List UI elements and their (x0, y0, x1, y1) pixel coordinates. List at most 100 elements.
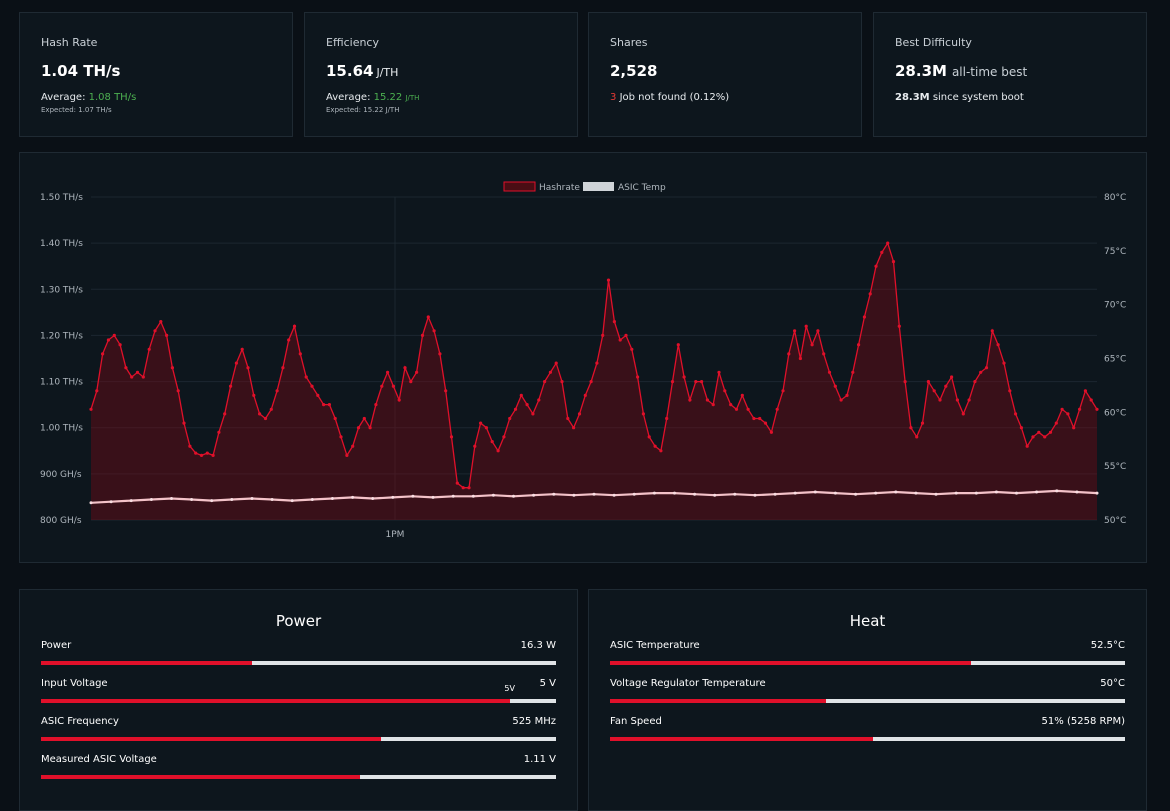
heat-metric-label: Voltage Regulator Temperature (610, 678, 766, 689)
hashrate-point (909, 426, 913, 430)
hashrate-point (729, 403, 733, 407)
power-metric-bar-track (41, 775, 556, 779)
heat-metric-row: ASIC Temperature 52.5°C (610, 640, 1125, 670)
hashrate-point (467, 486, 471, 490)
hashrate-point (1083, 389, 1087, 393)
temp-point (934, 492, 938, 496)
hashrate-point (543, 380, 547, 384)
temp-point (753, 493, 757, 497)
efficiency-expected: Expected: 15.22 J/TH (326, 106, 400, 114)
hashrate-point (322, 403, 326, 407)
hashrate-point (676, 343, 680, 347)
hashrate-point (548, 370, 553, 374)
hashrate-point (752, 416, 756, 421)
rejected-reason: Job not found (619, 92, 687, 103)
hashrate-point (432, 329, 436, 333)
temp-point (129, 499, 133, 503)
power-metric-bar-fill (41, 775, 361, 779)
power-panel: Power Power 16.3 W Input Voltage 5 V 5V ASIC … (19, 589, 578, 811)
hashrate-point (275, 389, 279, 393)
power-metric-label: Input Voltage (41, 678, 108, 689)
power-metric-bar-track (41, 699, 556, 703)
hashrate-point (694, 380, 698, 384)
temp-point (170, 497, 173, 500)
temp-point (632, 492, 636, 496)
temp-point (1035, 490, 1039, 494)
hashrate-card: Hash Rate 1.04 TH/s Average: 1.08 TH/s E… (19, 12, 293, 137)
shares-title: Shares (610, 36, 648, 49)
efficiency-card: Efficiency 15.64 J/TH Average: 15.22 J/TH… (304, 12, 578, 137)
temp-point (894, 490, 898, 494)
best-difficulty-title: Best Difficulty (895, 36, 972, 49)
hashrate-point (961, 412, 965, 416)
heat-metric-value: 51% (5258 RPM) (1041, 716, 1125, 727)
hashrate-point (199, 453, 204, 457)
hashrate-point (519, 393, 523, 397)
hashrate-point (351, 444, 355, 448)
hashrate-point (287, 338, 291, 342)
power-metric-bar-fill (41, 661, 253, 665)
hashrate-point (955, 398, 960, 402)
hashrate-point (938, 398, 942, 402)
hashrate-point (595, 361, 599, 365)
power-metric-bar-track (41, 661, 556, 665)
temp-point (954, 491, 958, 495)
hashrate-point (810, 343, 814, 347)
temp-point (491, 493, 495, 497)
temp-point (89, 501, 93, 505)
temp-point (572, 493, 576, 497)
heat-metric-bar-fill (610, 699, 827, 703)
hashrate-point (106, 338, 110, 342)
heat-metric-value: 50°C (1100, 678, 1125, 689)
best-difficulty-number: 28.3M (895, 62, 947, 80)
heat-title: Heat (849, 612, 886, 630)
efficiency-average-unit: J/TH (405, 94, 420, 102)
temp-point (1075, 490, 1079, 494)
power-metric-value: 1.11 V (523, 754, 556, 765)
hashrate-point (1031, 435, 1035, 439)
hashrate-point (205, 451, 209, 455)
hashrate-point (589, 380, 593, 384)
hashrate-point (1072, 426, 1076, 430)
hashrate-point (944, 384, 948, 388)
temp-point (351, 495, 355, 499)
hashrate-point (310, 384, 314, 388)
hashrate-point (1095, 407, 1099, 411)
temp-point (512, 494, 515, 498)
hashrate-point (391, 384, 395, 388)
hashrate-point (950, 375, 954, 379)
hashrate-point (926, 380, 931, 384)
hashrate-point (124, 366, 128, 370)
hashrate-point (165, 333, 169, 337)
hashrate-point (560, 380, 564, 384)
hashrate-point (700, 380, 704, 384)
power-metric-label: Measured ASIC Voltage (41, 754, 157, 765)
hashrate-point (473, 444, 477, 448)
hashrate-point (415, 370, 419, 374)
y-right-tick-label: 80°C (1104, 193, 1126, 203)
temp-point (773, 492, 777, 496)
hashrate-point (339, 435, 343, 439)
heat-metric-bar-fill (610, 737, 873, 741)
hashrate-point (153, 329, 157, 333)
hashrate-point (345, 453, 349, 457)
hashrate-point (95, 389, 99, 393)
hashrate-point (839, 398, 843, 402)
hashrate-point (240, 347, 244, 351)
hashrate-point (1066, 412, 1070, 416)
hashrate-point (444, 389, 448, 393)
hashrate-point (851, 370, 855, 374)
efficiency-value: 15.64 J/TH (326, 62, 398, 80)
hashrate-point (1002, 361, 1006, 365)
hashrate-point (862, 315, 867, 319)
session-difficulty-label: since system boot (932, 92, 1024, 103)
hashrate-point (1054, 421, 1058, 425)
hashrate-point (525, 403, 529, 407)
hashrate-point (781, 389, 785, 393)
hashrate-point (1008, 389, 1012, 393)
heat-metric-value: 52.5°C (1090, 640, 1125, 651)
hashrate-point (618, 338, 622, 342)
hashrate-point (1037, 430, 1041, 434)
temp-point (592, 492, 596, 496)
temp-point (391, 495, 395, 499)
